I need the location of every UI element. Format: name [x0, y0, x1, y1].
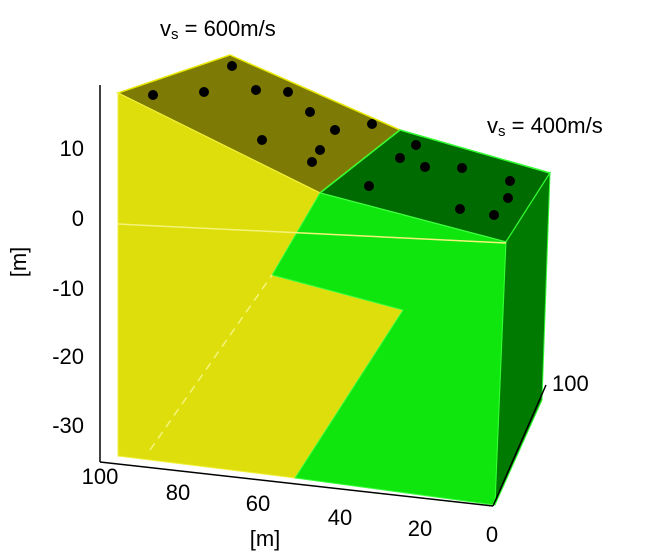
horizontal-tick-label: 100: [82, 464, 119, 489]
dot: [283, 87, 293, 97]
dot: [455, 204, 465, 214]
symbol: v: [487, 113, 498, 138]
dot: [505, 176, 515, 186]
vertical-tick-label: 10: [60, 136, 84, 161]
dot: [420, 162, 430, 172]
dot: [503, 193, 513, 203]
dot: [148, 90, 158, 100]
layer-label: vs = 400m/s: [487, 113, 603, 140]
subscript: s: [498, 123, 506, 140]
page: {"layer_labels": [ {"symbol": "v", "subs…: [0, 0, 647, 556]
dot: [330, 125, 340, 135]
horizontal-tick-label: 60: [246, 491, 270, 516]
horizontal-tick-label: 40: [328, 505, 352, 530]
value: = 600m/s: [179, 16, 276, 41]
dot: [364, 181, 374, 191]
vertical-tick-label: -20: [52, 344, 84, 369]
dot: [305, 107, 315, 117]
horizontal-tick-label: 80: [166, 480, 190, 505]
vertical-tick-label: -10: [52, 276, 84, 301]
horizontal-axis-label: [m]: [250, 526, 281, 551]
dot: [227, 61, 237, 71]
subscript: s: [171, 26, 179, 43]
symbol: v: [160, 16, 171, 41]
dot: [307, 157, 317, 167]
dot: [257, 135, 267, 145]
dot: [395, 153, 405, 163]
dot: [199, 87, 209, 97]
dot: [489, 210, 499, 220]
dot: [251, 85, 261, 95]
value: = 400m/s: [506, 113, 603, 138]
horizontal-tick-label: 0: [486, 522, 498, 547]
dot: [315, 145, 325, 155]
layer-label: vs = 600m/s: [160, 16, 276, 43]
dot: [457, 163, 467, 173]
dot: [411, 140, 421, 150]
depth-tick-label: 100: [552, 371, 589, 396]
vertical-axis-label: [m]: [6, 247, 31, 278]
block-diagram: vs = 600m/s vs = 400m/s [m] [m] 100 100-…: [0, 0, 647, 556]
dot: [367, 119, 377, 129]
vertical-tick-label: -30: [52, 413, 84, 438]
vertical-tick-label: 0: [72, 206, 84, 231]
horizontal-tick-label: 20: [408, 516, 432, 541]
